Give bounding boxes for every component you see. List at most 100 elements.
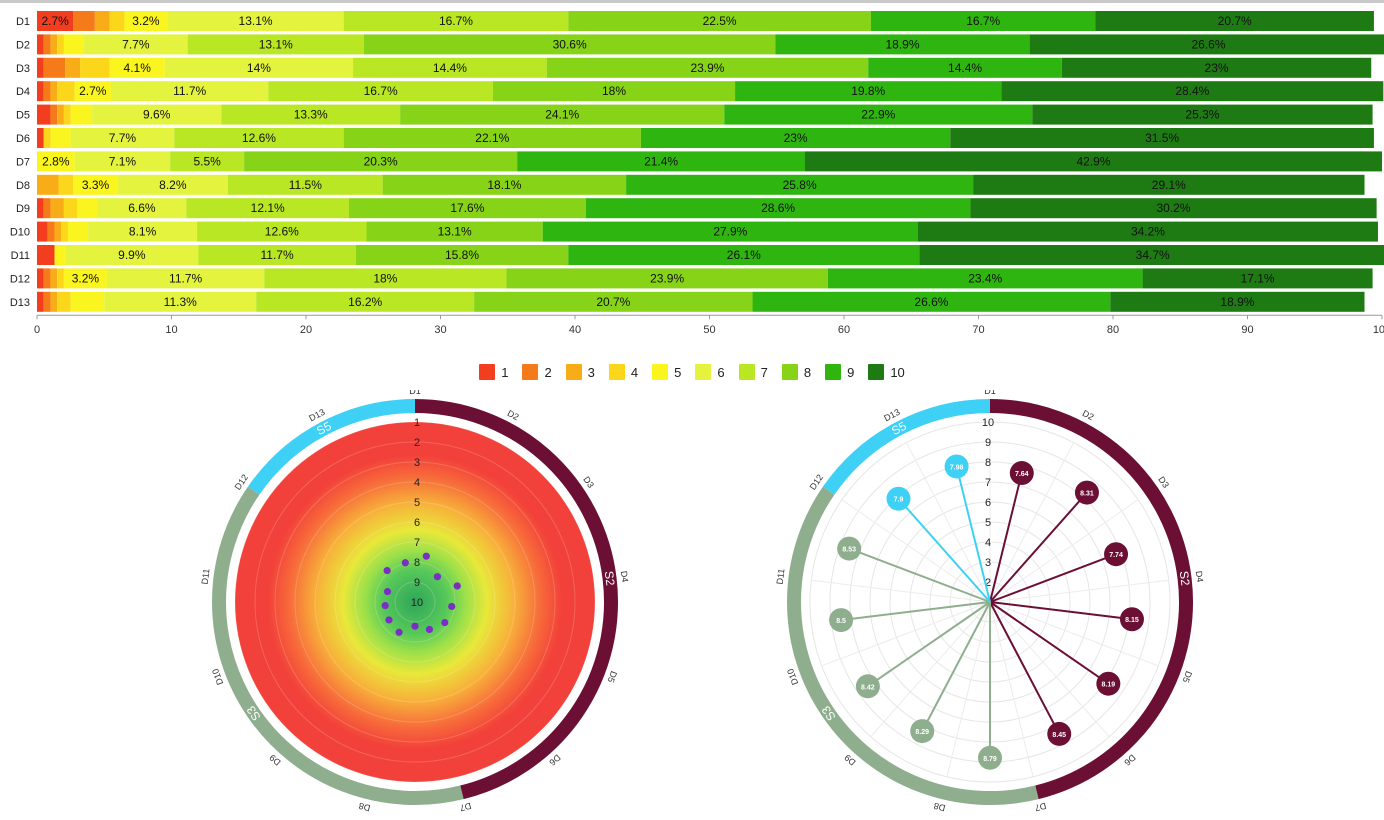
bar-segment (268, 81, 493, 102)
lollipop-head (1074, 480, 1099, 505)
bar-data-label: 28.6% (761, 201, 795, 215)
lollipop-value-label: 8.15 (1125, 617, 1139, 624)
radar-dot (381, 602, 389, 610)
bar-data-label: 18.9% (1220, 295, 1254, 309)
axis-label: D8 (933, 801, 947, 813)
x-tick-label: 50 (703, 324, 715, 336)
bar-category-label: D3 (16, 63, 30, 75)
bar-segment (57, 81, 75, 102)
lollipop-head (910, 719, 935, 744)
lollipop-value-label: 8.5 (836, 618, 846, 625)
bar-category-label: D6 (16, 133, 30, 145)
lollipop-stem (840, 601, 991, 622)
bar-segment (37, 151, 75, 172)
radial-tick-label: 5 (985, 517, 991, 529)
radar-dot (422, 552, 430, 560)
radial-gridline (254, 441, 576, 763)
bar-data-label: 12.6% (242, 131, 276, 145)
radar-dot (425, 625, 434, 634)
bar-segment (1095, 11, 1374, 31)
bar-segment (919, 245, 1384, 265)
axis-label: D10 (785, 667, 800, 686)
legend-item[interactable]: 8 (781, 364, 811, 380)
bar-segment (585, 198, 971, 219)
bar-segment (917, 221, 1378, 242)
group-arc (212, 486, 464, 805)
bar-segment (47, 221, 55, 242)
legend-item[interactable]: 2 (522, 364, 552, 380)
legend-item[interactable]: 9 (825, 364, 854, 380)
radar-dot (385, 616, 393, 624)
bar-data-label: 13.3% (294, 108, 328, 122)
legend-item[interactable]: 7 (738, 364, 768, 380)
bar-category-label: D9 (16, 203, 30, 215)
lollipop-head (886, 486, 911, 511)
bar-data-label: 14.4% (948, 61, 982, 75)
lollipop-value-label: 8.45 (1052, 732, 1066, 739)
bar-segment (50, 104, 58, 125)
legend-swatch (652, 364, 669, 380)
radar-dot (383, 566, 391, 575)
bar-data-label: 14.4% (433, 61, 467, 75)
lollipop-head (1096, 671, 1121, 696)
radial-spoke (811, 579, 991, 603)
bar-segment (170, 151, 245, 172)
bar-segment (73, 11, 95, 31)
radial-spoke (989, 601, 1110, 738)
legend-item[interactable]: 6 (695, 364, 725, 380)
heat-background (235, 422, 595, 782)
bar-segment (1029, 34, 1384, 55)
x-tick-label: 60 (838, 324, 850, 336)
legend-item[interactable]: 3 (565, 364, 595, 380)
bar-category-label: D4 (16, 86, 30, 98)
legend-swatch (565, 364, 582, 380)
bar-data-label: 2.7% (41, 14, 69, 28)
bar-segment (542, 221, 918, 242)
lollipop-head (1119, 607, 1144, 632)
radial-gridline (334, 521, 496, 683)
bar-segment (43, 57, 66, 78)
legend-label: 10 (890, 364, 905, 380)
bar-data-label: 18% (373, 271, 397, 285)
bar-segment (775, 34, 1030, 55)
top-rule (0, 0, 1384, 3)
radial-spoke (821, 601, 991, 667)
legend-label: 1 (501, 364, 509, 380)
radial-tick-label: 3 (414, 457, 420, 469)
radial-spoke (989, 601, 1034, 777)
lollipop-head (1104, 542, 1129, 567)
legend-item[interactable]: 4 (608, 364, 638, 380)
group-arc (414, 399, 618, 800)
bar-data-label: 26.6% (1191, 37, 1225, 51)
bar-data-label: 28.4% (1175, 84, 1209, 98)
legend-item[interactable]: 5 (652, 364, 681, 380)
bar-segment (343, 128, 641, 148)
bar-segment (57, 104, 64, 125)
lollipop-stem (989, 601, 1109, 685)
bar-segment (517, 151, 805, 172)
legend-item[interactable]: 10 (868, 364, 905, 380)
radar-dot (395, 628, 403, 636)
bar-segment (63, 34, 85, 55)
bar-data-label: 23% (784, 131, 808, 145)
bar-segment (104, 291, 257, 312)
lollipop-value-label: 7.9 (894, 497, 904, 504)
bar-data-label: 8.2% (159, 178, 187, 192)
legend-item[interactable]: 1 (479, 364, 508, 380)
bar-segment (80, 57, 110, 78)
bar-data-label: 20.3% (364, 154, 398, 168)
x-tick-label: 80 (1107, 324, 1119, 336)
radial-gridline (234, 421, 596, 783)
bar-segment (1142, 268, 1373, 289)
bar-segment (164, 57, 354, 78)
lollipop-stem (989, 491, 1088, 603)
bar-segment (37, 11, 74, 31)
bar-category-label: D2 (16, 39, 30, 51)
bar-data-label: 27.9% (713, 225, 747, 239)
bar-segment (97, 198, 187, 219)
bar-segment (37, 268, 44, 289)
lollipop-stem (989, 553, 1117, 603)
bar-segment (77, 198, 98, 219)
radar-dot (453, 582, 461, 590)
bar-data-label: 7.1% (109, 154, 137, 168)
